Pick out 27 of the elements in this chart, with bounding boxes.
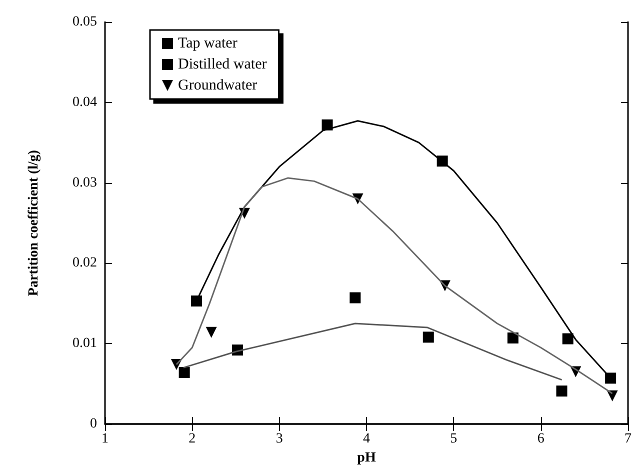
point (350, 292, 361, 304)
x-tick-label: 2 (188, 432, 196, 446)
y-tick-label: 0.04 (72, 94, 97, 110)
x-axis-title: pH (357, 450, 376, 466)
point (507, 332, 518, 344)
x-tick-label: 4 (363, 432, 370, 446)
x-tick-label: 3 (276, 432, 283, 446)
point (422, 332, 434, 343)
y-tick-label: 0.02 (72, 256, 97, 271)
point (206, 326, 217, 338)
legend-label: Distilled water (178, 56, 267, 72)
point (562, 333, 574, 344)
x-tick-label: 1 (102, 432, 108, 446)
x-tick-label: 6 (537, 432, 544, 446)
point (191, 295, 202, 306)
legend-label: Tap water (178, 36, 238, 52)
legend-label: Groundwater (178, 78, 258, 94)
point (178, 367, 190, 378)
y-tick-label: 0 (90, 416, 97, 432)
y-axis-title: Partition coefficient (l/g) (26, 150, 42, 296)
x-tick-label: 7 (624, 432, 632, 446)
y-tick-label: 0.03 (72, 175, 97, 190)
point (605, 372, 616, 384)
y-tick-label: 0.05 (72, 14, 97, 30)
point (556, 386, 568, 397)
x-tick-label: 5 (450, 432, 458, 446)
y-tick-label: 0.01 (72, 336, 97, 352)
